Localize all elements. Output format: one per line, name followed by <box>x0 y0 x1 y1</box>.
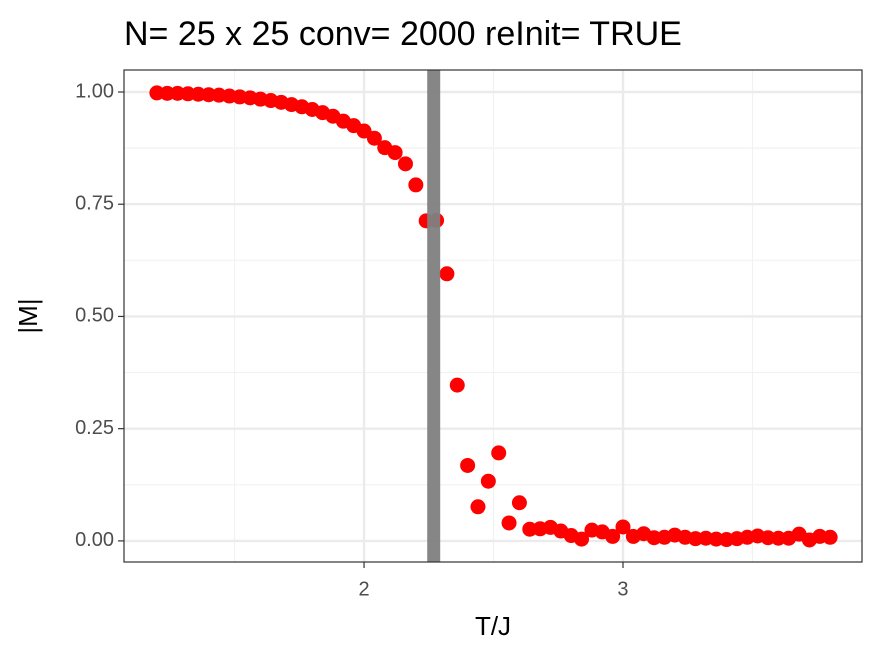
point <box>511 495 527 511</box>
y-tick-label: 0.75 <box>75 193 114 215</box>
point <box>387 145 403 161</box>
y-axis-label: |M| <box>13 298 43 333</box>
point <box>408 177 424 193</box>
point <box>605 528 621 544</box>
chart-title: N= 25 x 25 conv= 2000 reInit= TRUE <box>124 15 682 53</box>
y-tick-label: 0.00 <box>75 529 114 551</box>
point <box>480 473 496 489</box>
y-tick-label: 0.25 <box>75 417 114 439</box>
plot-border <box>123 69 863 563</box>
x-tick-label: 3 <box>617 578 628 600</box>
point <box>574 531 590 547</box>
point <box>449 377 465 393</box>
point <box>770 530 786 546</box>
point <box>822 529 838 545</box>
point <box>439 266 455 282</box>
point <box>491 445 507 461</box>
point <box>159 85 175 101</box>
y-tick-label: 1.00 <box>75 80 114 102</box>
point <box>501 515 517 531</box>
point <box>470 499 486 515</box>
x-axis-label: T/J <box>475 611 511 641</box>
y-tick-label: 0.50 <box>75 305 114 327</box>
point <box>397 156 413 172</box>
point <box>366 130 382 146</box>
x-tick-label: 2 <box>358 578 369 600</box>
point <box>460 457 476 473</box>
point <box>615 519 631 535</box>
